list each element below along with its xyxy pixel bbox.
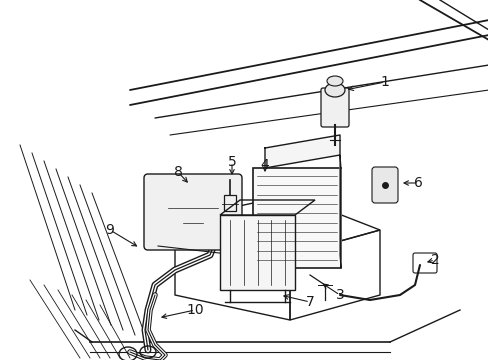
Text: 1: 1 xyxy=(380,75,388,89)
Ellipse shape xyxy=(325,83,345,97)
Ellipse shape xyxy=(326,76,342,86)
Text: 3: 3 xyxy=(335,288,344,302)
Text: 7: 7 xyxy=(305,295,314,309)
FancyBboxPatch shape xyxy=(143,174,242,250)
Text: 4: 4 xyxy=(260,158,269,172)
Polygon shape xyxy=(220,215,294,290)
Text: 6: 6 xyxy=(413,176,422,190)
Text: 5: 5 xyxy=(227,155,236,169)
Polygon shape xyxy=(339,155,340,268)
Polygon shape xyxy=(264,135,339,168)
FancyBboxPatch shape xyxy=(320,88,348,127)
Text: 2: 2 xyxy=(430,253,439,267)
Text: 9: 9 xyxy=(105,223,114,237)
Text: 10: 10 xyxy=(186,303,203,317)
FancyBboxPatch shape xyxy=(371,167,397,203)
Text: 8: 8 xyxy=(173,165,182,179)
Bar xyxy=(224,195,236,211)
Bar xyxy=(252,168,340,268)
